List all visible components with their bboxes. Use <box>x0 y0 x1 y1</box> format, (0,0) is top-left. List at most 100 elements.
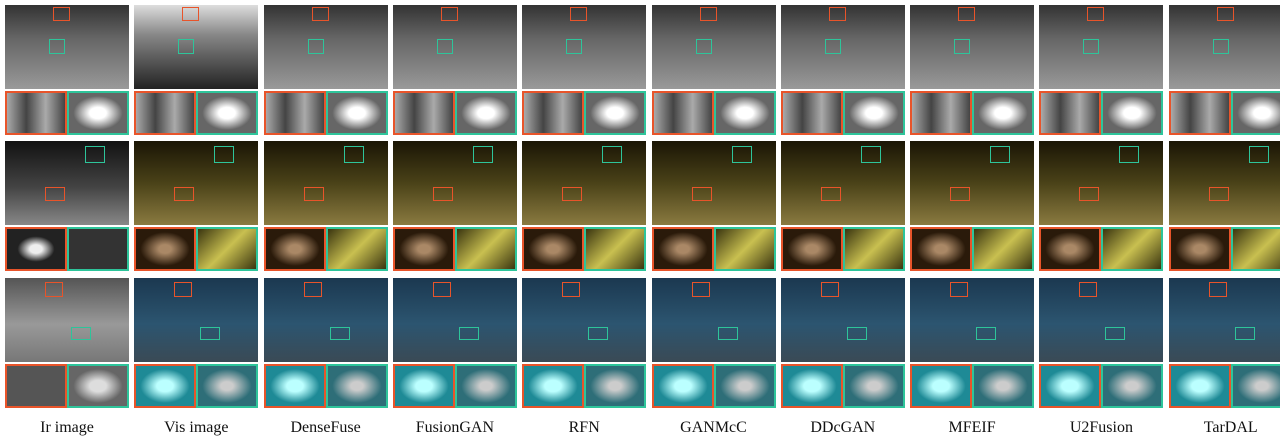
zoom-box-green <box>696 39 712 54</box>
inset-red <box>134 364 196 408</box>
zoom-box-green <box>178 39 194 54</box>
inset-green <box>455 364 517 408</box>
image-cell <box>393 278 517 408</box>
inset-red <box>264 364 326 408</box>
zoom-box-red <box>821 187 841 201</box>
column-label: DenseFuse <box>261 419 390 437</box>
inset-green <box>714 364 776 408</box>
image-cell <box>1039 141 1163 271</box>
inset-green <box>326 227 388 271</box>
fused-image <box>393 278 517 362</box>
zoom-box-red <box>950 187 970 201</box>
fused-image <box>652 141 776 225</box>
zoom-box-red <box>441 7 458 21</box>
zoom-box-red <box>958 7 975 21</box>
fused-image <box>1169 141 1280 225</box>
inset-green <box>972 227 1034 271</box>
inset-red <box>393 364 455 408</box>
zoom-box-green <box>49 39 65 54</box>
column-label: Vis image <box>132 419 261 437</box>
zoom-box-green <box>473 146 493 163</box>
zoom-box-red <box>304 282 322 297</box>
zoom-box-green <box>990 146 1010 163</box>
zoom-box-green <box>459 327 479 340</box>
zoom-box-green <box>1235 327 1255 340</box>
inset-green <box>714 227 776 271</box>
inset-red <box>1039 364 1101 408</box>
fused-image <box>5 141 129 225</box>
inset-red <box>134 91 196 135</box>
column-label: RFN <box>520 419 649 437</box>
image-cell <box>652 278 776 408</box>
zoom-box-green <box>954 39 970 54</box>
fused-image <box>393 5 517 89</box>
image-cell <box>522 278 646 408</box>
inset-green <box>1231 227 1280 271</box>
inset-red <box>910 227 972 271</box>
inset-red <box>652 91 714 135</box>
zoom-box-red <box>1209 187 1229 201</box>
image-cell <box>134 141 258 271</box>
fused-image <box>134 141 258 225</box>
inset-green <box>326 364 388 408</box>
zoom-box-red <box>182 7 199 21</box>
inset-green <box>196 91 258 135</box>
fused-image <box>781 141 905 225</box>
inset-green <box>714 91 776 135</box>
figure: Ir imageVis imageDenseFuseFusionGANRFNGA… <box>0 0 1280 444</box>
inset-red <box>781 227 843 271</box>
image-cell <box>1039 5 1163 135</box>
image-cell <box>1039 278 1163 408</box>
inset-red <box>1169 227 1231 271</box>
inset-green <box>1101 227 1163 271</box>
image-cell <box>1169 278 1280 408</box>
zoom-box-red <box>562 282 580 297</box>
fused-image <box>522 141 646 225</box>
zoom-box-red <box>45 282 63 297</box>
inset-red <box>522 91 584 135</box>
zoom-box-red <box>174 187 194 201</box>
fused-image <box>910 141 1034 225</box>
zoom-box-red <box>700 7 717 21</box>
zoom-box-green <box>861 146 881 163</box>
zoom-box-red <box>304 187 324 201</box>
zoom-box-green <box>1083 39 1099 54</box>
zoom-box-green <box>1105 327 1125 340</box>
zoom-box-green <box>214 146 234 163</box>
fused-image <box>1169 5 1280 89</box>
image-cell <box>910 278 1034 408</box>
zoom-box-red <box>829 7 846 21</box>
zoom-box-green <box>85 146 105 163</box>
image-cell <box>652 141 776 271</box>
inset-red <box>522 227 584 271</box>
image-cell <box>264 141 388 271</box>
image-cell <box>781 5 905 135</box>
inset-red <box>393 227 455 271</box>
fused-image <box>393 141 517 225</box>
image-cell <box>264 5 388 135</box>
fused-image <box>264 278 388 362</box>
inset-red <box>134 227 196 271</box>
fused-image <box>134 278 258 362</box>
inset-red <box>264 91 326 135</box>
fused-image <box>264 141 388 225</box>
fused-image <box>522 5 646 89</box>
inset-red <box>652 227 714 271</box>
fused-image <box>781 5 905 89</box>
inset-green <box>455 91 517 135</box>
fused-image <box>264 5 388 89</box>
image-cell <box>1169 141 1280 271</box>
inset-red <box>652 364 714 408</box>
inset-green <box>196 227 258 271</box>
column-label: DDcGAN <box>778 419 907 437</box>
zoom-box-red <box>433 187 453 201</box>
inset-green <box>584 91 646 135</box>
fused-image <box>1039 141 1163 225</box>
inset-green <box>1231 91 1280 135</box>
inset-green <box>196 364 258 408</box>
zoom-box-red <box>692 282 710 297</box>
inset-green <box>1101 364 1163 408</box>
inset-red <box>264 227 326 271</box>
inset-red <box>393 91 455 135</box>
zoom-box-red <box>1079 282 1097 297</box>
